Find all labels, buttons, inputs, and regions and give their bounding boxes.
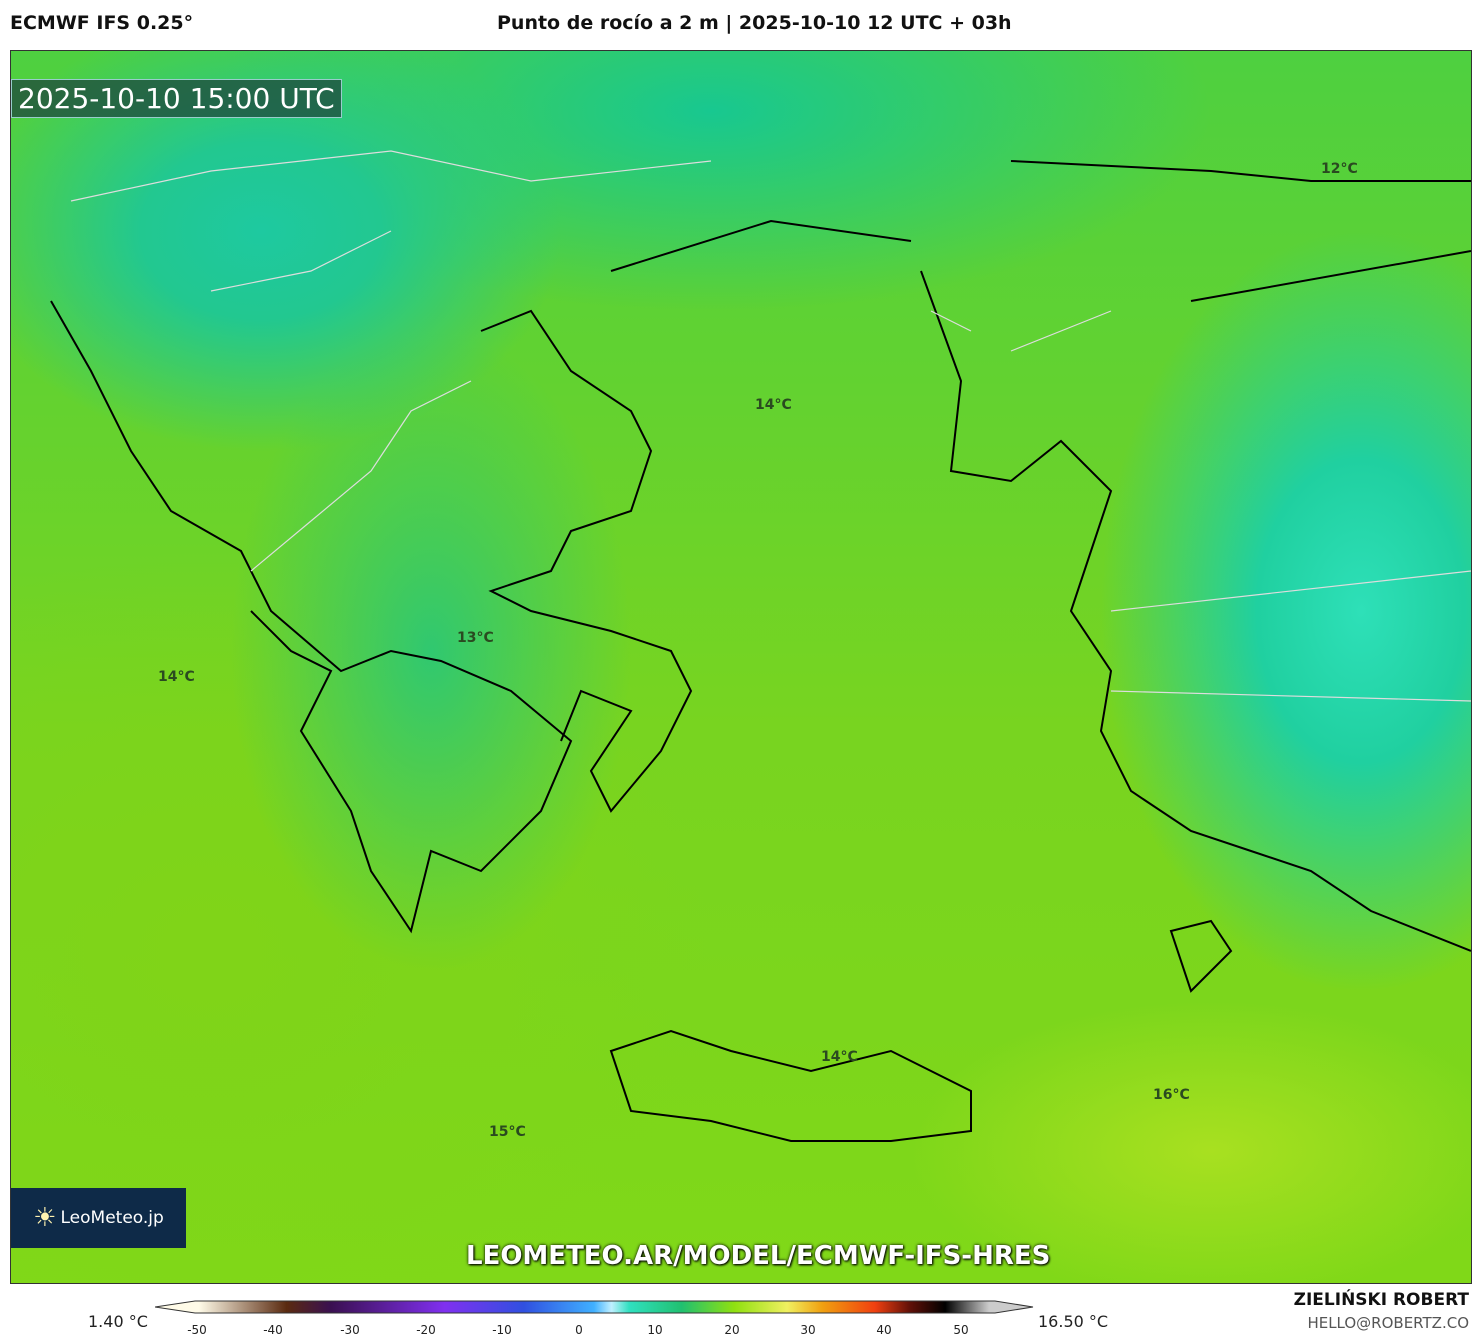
contour-label: 12°C <box>1321 161 1358 177</box>
colorbar-max: 16.50 °C <box>1038 1312 1109 1331</box>
colorbar-tick: -10 <box>492 1323 512 1337</box>
colorbar-tick: 0 <box>575 1323 583 1337</box>
model-name: ECMWF IFS 0.25° <box>10 12 194 34</box>
logo-text: LeoMeteo.jp <box>60 1208 164 1228</box>
contour-label: 14°C <box>821 1049 858 1065</box>
author: ZIELIŃSKI ROBERT <box>1293 1290 1469 1310</box>
source-url: LEOMETEO.AR/MODEL/ECMWF-IFS-HRES <box>466 1241 1051 1271</box>
coastlines <box>50 150 1471 1142</box>
colorbar-tick: 50 <box>953 1323 969 1337</box>
contour-label: 14°C <box>755 397 792 413</box>
contour-label: 14°C <box>158 669 195 685</box>
contour-label: 13°C <box>457 630 494 646</box>
author-email[interactable]: HELLO@ROBERTZ.CO <box>1307 1314 1469 1332</box>
map-title: Punto de rocío a 2 m | 2025-10-10 12 UTC… <box>497 12 1012 34</box>
colorbar-tick: -20 <box>416 1323 436 1337</box>
colorbar-tick: 40 <box>876 1323 892 1337</box>
valid-time-label: 2025-10-10 15:00 UTC <box>11 79 342 118</box>
dewpoint-map[interactable]: 2025-10-10 15:00 UTC 12°C 14°C 13°C 14°C… <box>10 50 1472 1284</box>
contour-label: 15°C <box>489 1124 526 1140</box>
colorbar-min: 1.40 °C <box>88 1312 148 1331</box>
colorbar-tick: 30 <box>800 1323 816 1337</box>
colorbar-tick: -50 <box>187 1323 207 1337</box>
colorbar-tick: 10 <box>647 1323 663 1337</box>
colorbar-tick: -30 <box>340 1323 360 1337</box>
contour-label: 16°C <box>1153 1087 1190 1103</box>
colorbar-tick: -40 <box>263 1323 283 1337</box>
sun-icon: ☀ <box>33 1203 57 1233</box>
leometeo-logo[interactable]: ☀ LeoMeteo.jp <box>11 1188 186 1248</box>
colorbar <box>155 1300 1034 1314</box>
colorbar-tick: 20 <box>724 1323 740 1337</box>
